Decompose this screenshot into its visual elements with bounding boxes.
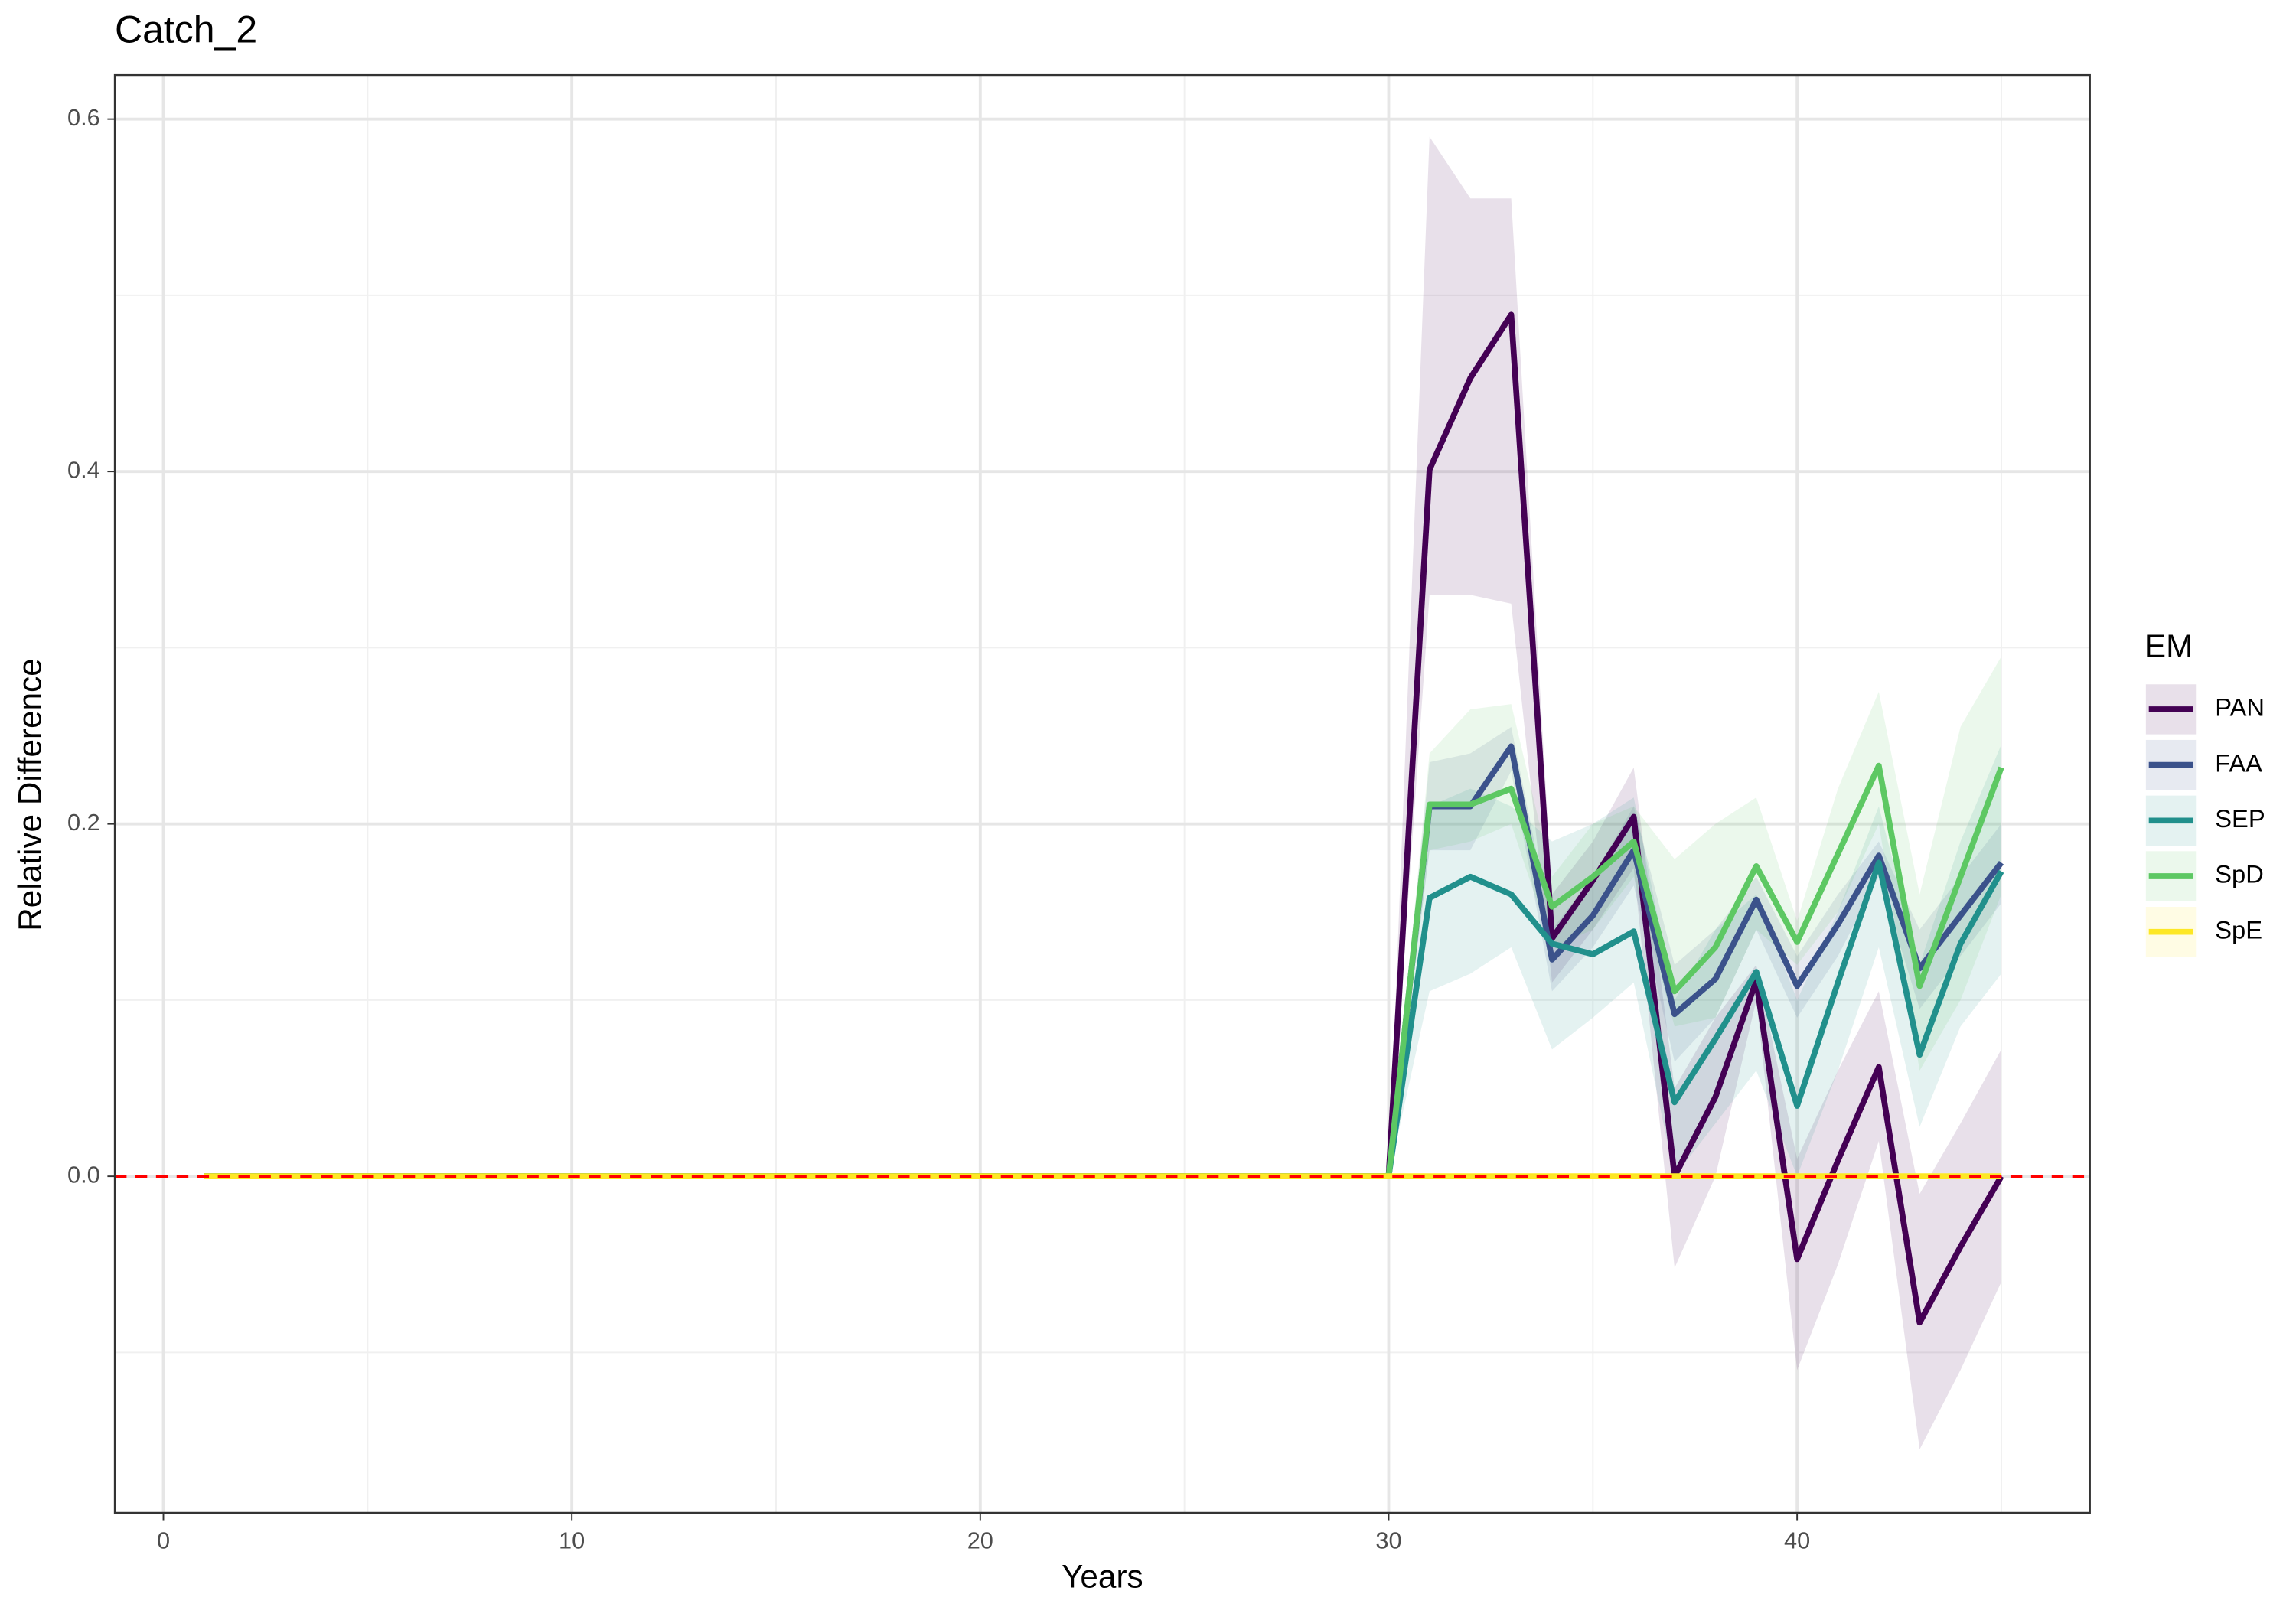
legend-title: EM [2144,628,2193,664]
x-tick-label: 40 [1784,1527,1810,1554]
legend-label: SpE [2215,915,2262,944]
panel-border [113,73,2091,1514]
x-axis-title: Years [1062,1559,1143,1595]
y-tick-label: 0.6 [67,104,100,131]
legend-label: PAN [2215,693,2265,722]
legend-label: SEP [2215,804,2265,833]
ribbon [204,745,2001,1177]
y-axis-title: Relative Difference [11,658,47,931]
y-tick-label: 0.0 [67,1161,100,1188]
legend-label: FAA [2215,748,2262,777]
legend-label: SpD [2215,860,2264,888]
y-tick-label: 0.2 [67,809,100,836]
y-tick-label: 0.4 [67,456,100,483]
x-tick-label: 30 [1375,1527,1401,1554]
x-tick-label: 20 [967,1527,993,1554]
x-tick-label: 0 [157,1527,170,1554]
x-tick-label: 10 [559,1527,585,1554]
chart-title: Catch_2 [115,8,257,51]
